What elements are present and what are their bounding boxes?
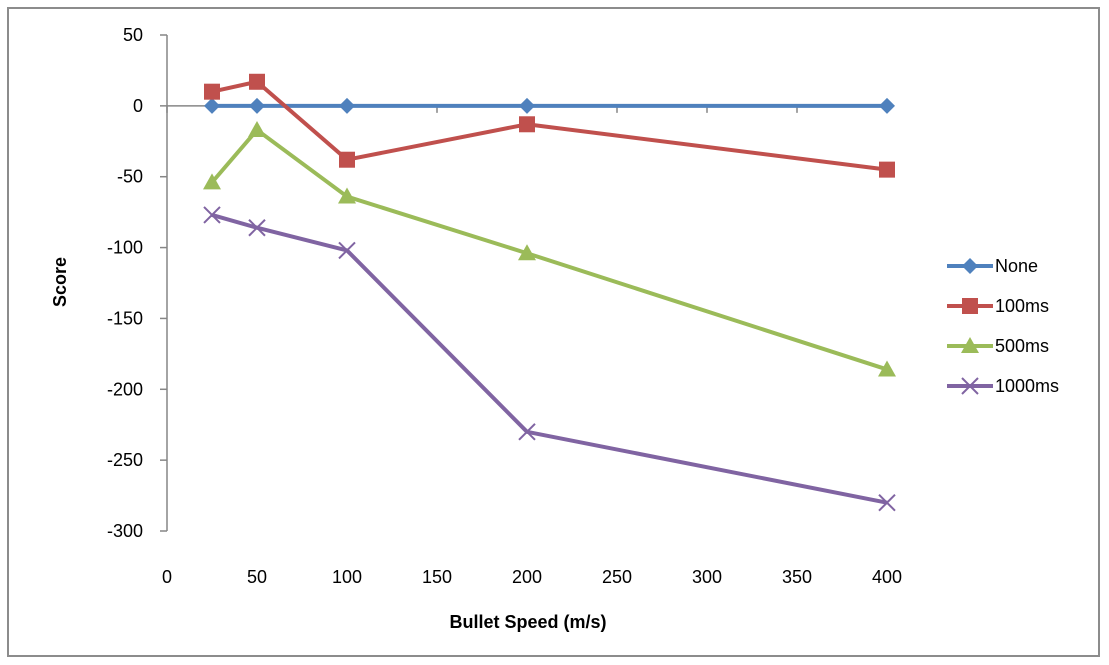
x-tick-label: 350 [782,567,812,587]
data-point-1000ms [248,219,266,237]
legend-item-none: None [947,256,1038,276]
y-axis-title: Score [50,257,70,307]
y-tick-label: -100 [107,238,143,258]
data-point-100ms [519,116,535,133]
series-500ms [203,120,896,377]
data-point-none [879,97,895,114]
x-tick-label: 0 [162,567,172,587]
legend-item-500ms: 500ms [947,336,1049,356]
data-point-500ms [518,244,536,261]
data-point-100ms [339,151,355,168]
axes: 50 0 -50 -100 -150 -200 -250 -300 0 50 100 150 200 25… [107,25,902,587]
legend-label-1000ms: 1000ms [995,376,1059,396]
legend-label-500ms: 500ms [995,336,1049,356]
y-tick-label: -250 [107,450,143,470]
y-tick-label: 50 [123,25,143,45]
x-tick-label: 50 [247,567,267,587]
data-point-none [204,97,220,114]
x-axis-title: Bullet Speed (m/s) [449,612,606,632]
data-point-500ms [203,173,221,190]
data-point-100ms [879,161,895,178]
data-point-500ms [248,120,266,137]
legend-label-100ms: 100ms [995,296,1049,316]
legend-label-none: None [995,256,1038,276]
x-tick-label: 150 [422,567,452,587]
series-line-1000ms [211,213,888,505]
legend-marker-none [962,258,978,274]
data-point-100ms [249,73,265,90]
series-none [204,97,895,114]
legend: None 100ms 500ms 1000ms [947,256,1059,396]
chart-frame [7,7,1100,657]
y-tick-label: -200 [107,379,143,399]
x-tick-label: 400 [872,567,902,587]
series-line-100ms [211,79,888,172]
legend-item-1000ms: 1000ms [947,376,1059,396]
data-point-none [249,97,265,114]
x-tick-label: 300 [692,567,722,587]
y-tick-label: 0 [133,96,143,116]
data-point-1000ms [518,423,536,441]
y-tick-label: -300 [107,521,143,541]
data-point-none [339,97,355,114]
x-tick-label: 100 [332,567,362,587]
data-point-1000ms [878,493,896,512]
data-point-100ms [204,83,220,100]
x-tick-label: 200 [512,567,542,587]
data-point-500ms [878,360,896,377]
legend-marker-100ms [962,298,978,314]
series-line-500ms [210,127,888,372]
series-100ms [204,73,895,178]
data-point-500ms [338,187,356,204]
series-1000ms [203,206,896,512]
x-tick-label: 250 [602,567,632,587]
legend-item-100ms: 100ms [947,296,1049,316]
legend-marker-500ms [961,337,979,353]
data-point-1000ms [338,241,356,260]
legend-marker-1000ms [961,377,979,395]
series-layer [203,73,896,512]
data-point-none [519,97,535,114]
y-tick-label: -150 [107,308,143,328]
y-tick-label: -50 [117,167,143,187]
data-point-1000ms [203,206,221,224]
